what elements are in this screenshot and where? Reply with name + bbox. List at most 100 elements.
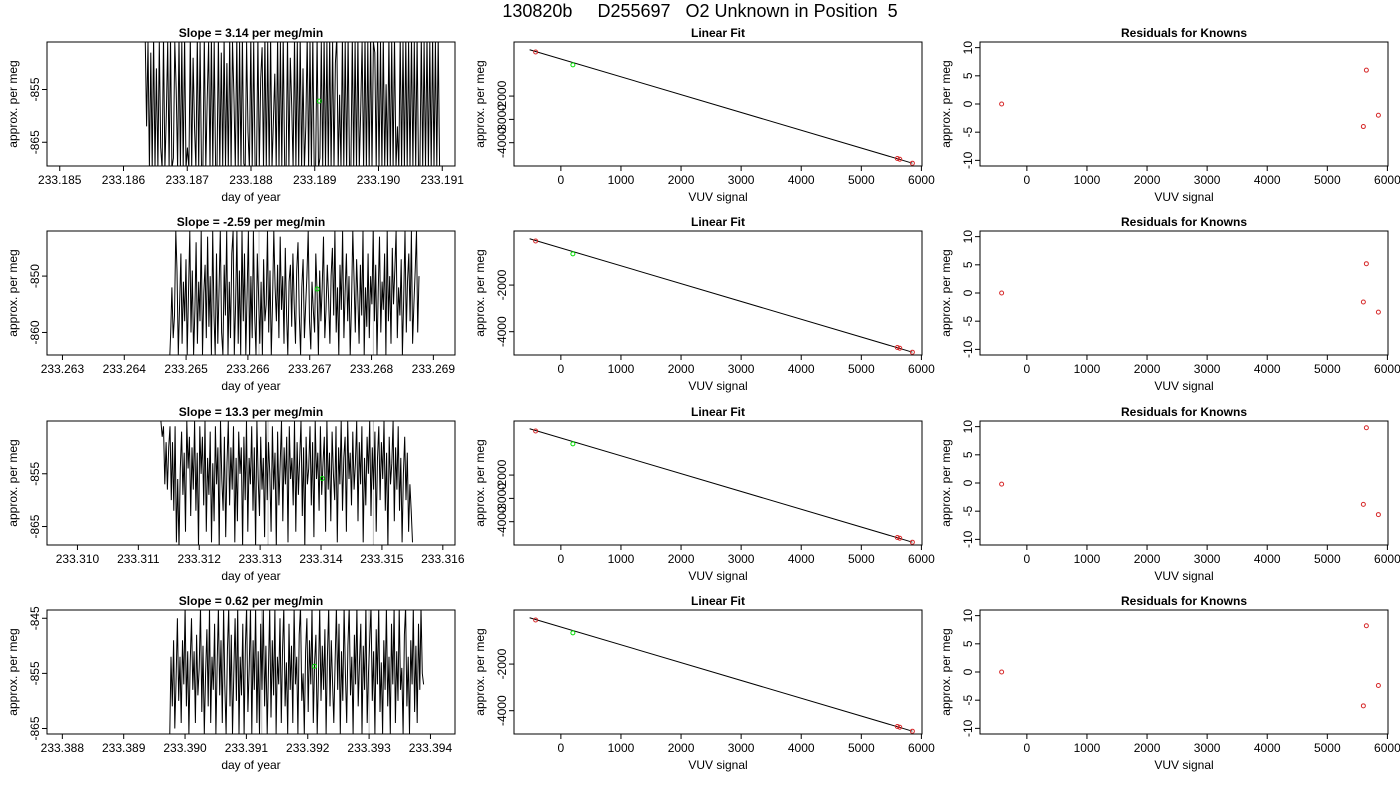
x-axis-label: VUV signal (1154, 379, 1213, 393)
y-axis-label: approx. per meg (473, 628, 487, 715)
x-tick-label: 3000 (1194, 173, 1221, 187)
chart-title: Residuals for Knowns (1121, 215, 1247, 229)
known-point (1360, 501, 1366, 507)
known-point (897, 345, 903, 351)
plot-region (169, 610, 425, 734)
chart-title: Linear Fit (691, 26, 745, 40)
x-tick-label: 233.186 (102, 173, 146, 187)
plot-frame (979, 41, 1389, 167)
y-tick-label: 10 (961, 41, 975, 55)
x-tick-label: 2000 (1134, 552, 1161, 566)
x-tick-label: 233.389 (102, 741, 146, 755)
x-tick-label: 2000 (668, 741, 695, 755)
plot-region (999, 261, 1381, 315)
fit-line (529, 617, 913, 732)
y-tick-label: -5 (961, 506, 975, 517)
plot-region (999, 67, 1381, 130)
x-tick-label: 1000 (1074, 741, 1101, 755)
x-tick-label: 1000 (608, 741, 635, 755)
known-point (897, 156, 903, 162)
y-tick-label: -850 (28, 264, 42, 288)
known-point (1375, 112, 1381, 118)
x-tick-label: 233.269 (412, 362, 456, 376)
x-axis-label: VUV signal (688, 190, 747, 204)
x-tick-label: 4000 (788, 552, 815, 566)
known-point (1363, 623, 1369, 629)
panel-6: Residuals for Knowns 0 1000 2000 3000 4000 500… (939, 215, 1400, 393)
y-axis-label: approx. per meg (6, 60, 20, 147)
x-tick-label: 0 (558, 173, 565, 187)
known-point (909, 160, 915, 166)
x-tick-label: 233.185 (38, 173, 82, 187)
x-tick-label: 5000 (848, 741, 875, 755)
x-tick-label: 3000 (1194, 552, 1221, 566)
known-point (1363, 425, 1369, 431)
x-tick-label: 4000 (1254, 362, 1281, 376)
x-tick-label: 233.263 (41, 362, 85, 376)
known-point (533, 49, 539, 55)
x-axis-label: VUV signal (688, 569, 747, 583)
x-tick-label: 0 (558, 362, 565, 376)
data-trace (144, 42, 441, 166)
x-tick-label: 233.265 (164, 362, 208, 376)
panel-11: Linear Fit 0 1000 2000 3000 4000 5000 6000 -2000… (473, 594, 935, 772)
x-tick-label: 6000 (908, 741, 935, 755)
panel-9: Residuals for Knowns 0 1000 2000 3000 4000 500… (939, 405, 1400, 583)
x-tick-label: 233.191 (421, 173, 465, 187)
x-axis-label: VUV signal (688, 758, 747, 772)
x-tick-label: 0 (558, 741, 565, 755)
known-point (897, 724, 903, 730)
x-tick-label: 1000 (608, 552, 635, 566)
chart-title: Slope = -2.59 per meg/min (177, 215, 325, 229)
x-tick-label: 1000 (608, 173, 635, 187)
chart-title: Residuals for Knowns (1121, 594, 1247, 608)
x-tick-label: 3000 (728, 552, 755, 566)
data-trace (160, 421, 413, 545)
known-point (897, 535, 903, 541)
x-tick-label: 233.390 (163, 741, 207, 755)
plot-region (529, 238, 915, 355)
plot-region (160, 421, 413, 545)
y-tick-label: 5 (961, 261, 975, 268)
plot-frame (513, 609, 923, 735)
x-tick-label: 233.314 (299, 552, 343, 566)
x-axis-label: day of year (221, 379, 280, 393)
x-tick-label: 3000 (728, 741, 755, 755)
y-tick-label: 0 (961, 100, 975, 107)
plot-frame (979, 230, 1389, 356)
plot-region (529, 49, 915, 166)
known-point (533, 617, 539, 623)
x-tick-label: 6000 (1374, 552, 1400, 566)
unknown-point (570, 251, 576, 257)
x-tick-label: 6000 (908, 362, 935, 376)
x-tick-label: 2000 (1134, 741, 1161, 755)
known-point (909, 728, 915, 734)
y-tick-label: -4000 (495, 127, 509, 158)
x-tick-label: 5000 (1314, 741, 1341, 755)
plot-region (999, 425, 1381, 518)
x-tick-label: 0 (1024, 741, 1031, 755)
unknown-point (570, 630, 576, 636)
x-tick-label: 6000 (908, 552, 935, 566)
y-tick-label: -855 (28, 77, 42, 101)
y-tick-label: 0 (961, 668, 975, 675)
y-axis-label: approx. per meg (6, 439, 20, 526)
y-axis-label: approx. per meg (473, 439, 487, 526)
known-point (1360, 703, 1366, 709)
y-tick-label: -10 (961, 719, 975, 737)
panel-7: Slope = 13.3 per meg/min 233.310 233.311 23… (6, 405, 465, 583)
known-point (999, 669, 1005, 675)
plot-frame (513, 41, 923, 167)
x-tick-label: 233.316 (421, 552, 465, 566)
y-tick-label: -2000 (495, 269, 509, 300)
chart-title: Linear Fit (691, 215, 745, 229)
x-tick-label: 0 (558, 552, 565, 566)
unknown-point (316, 98, 322, 104)
y-axis-label: approx. per meg (473, 60, 487, 147)
x-tick-label: 5000 (1314, 173, 1341, 187)
x-tick-label: 4000 (1254, 741, 1281, 755)
y-axis-label: approx. per meg (473, 249, 487, 336)
known-point (1363, 67, 1369, 73)
y-tick-label: -2000 (495, 80, 509, 111)
chart-title: Slope = 13.3 per meg/min (179, 405, 323, 419)
